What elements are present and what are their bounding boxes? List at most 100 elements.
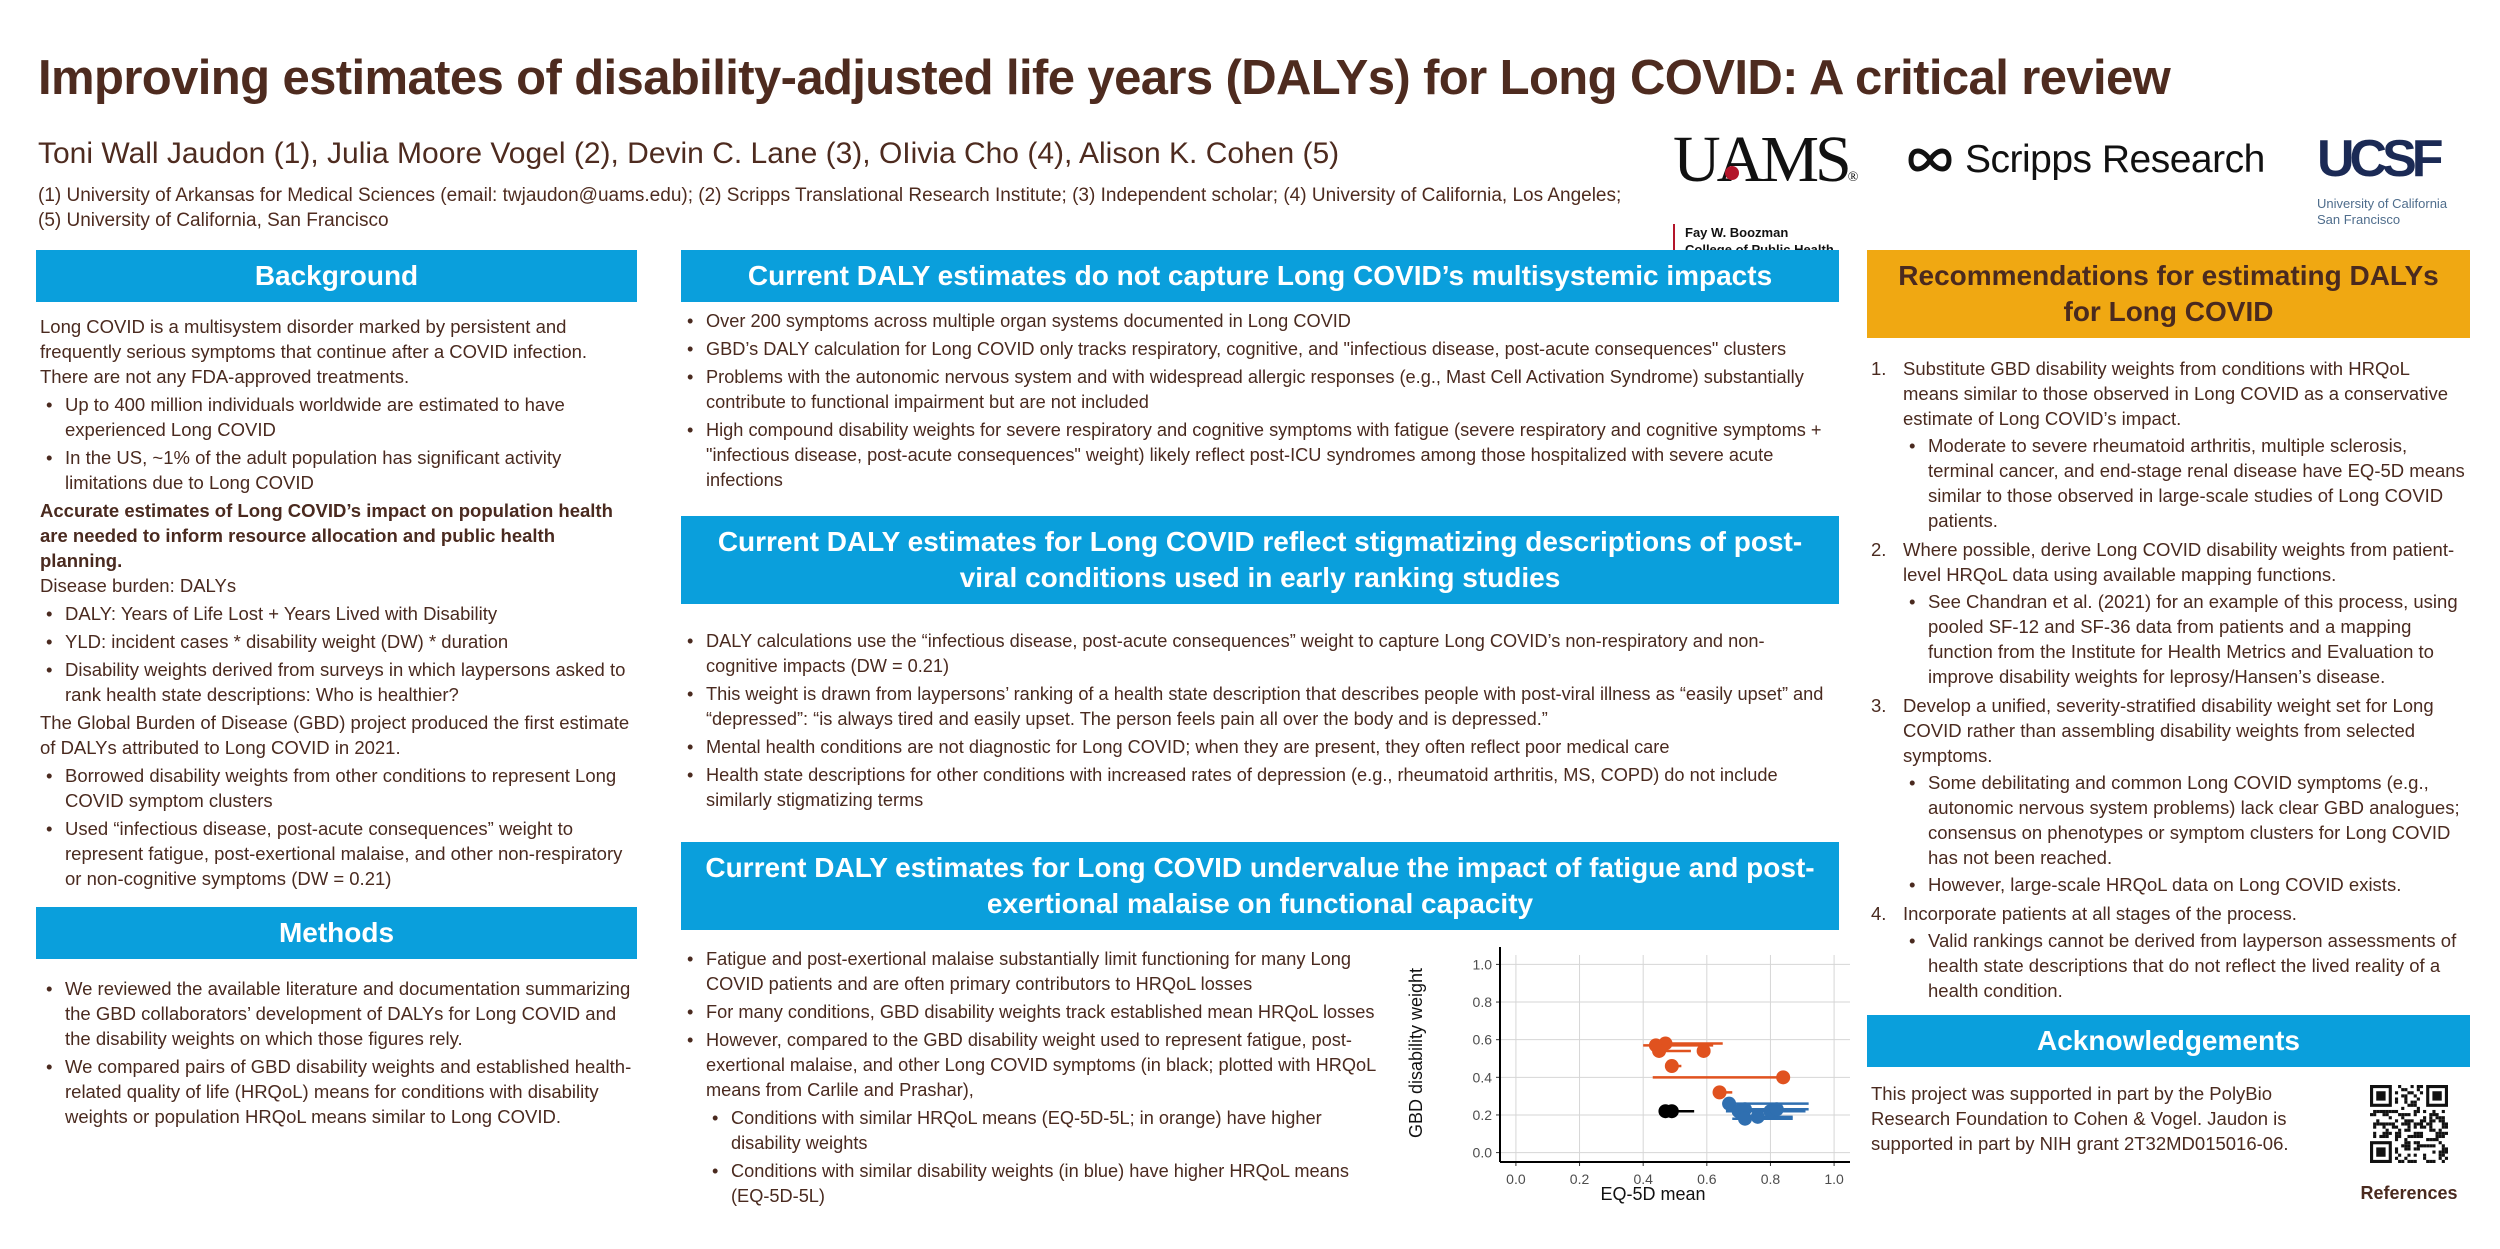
chart-marks: [1643, 1036, 1809, 1126]
list-item: Over 200 symptoms across multiple organ …: [681, 309, 1835, 334]
qr-module: [2404, 1147, 2408, 1151]
uams-dot-icon: [1725, 166, 1739, 180]
qr-module: [2373, 1113, 2377, 1117]
qr-module: [2373, 1134, 2377, 1139]
affiliations: (1) University of Arkansas for Medical S…: [38, 185, 1622, 231]
qr-module: [2410, 1103, 2414, 1107]
qr-module: [2413, 1094, 2417, 1098]
y-tick-label: 0.0: [1473, 1145, 1493, 1161]
ucsf-logo: UCSF University of California San Franci…: [2317, 130, 2447, 228]
qr-module: [2388, 1131, 2392, 1135]
qr-module: [2394, 1109, 2399, 1114]
data-point: [1750, 1109, 1765, 1124]
qr-module: [2410, 1085, 2414, 1089]
acknowledgements-heading: Acknowledgements: [1867, 1015, 2470, 1067]
qr-module: [2429, 1125, 2433, 1129]
qr-module: [2441, 1131, 2445, 1135]
qr-module: [2404, 1141, 2408, 1145]
data-point: [1664, 1059, 1679, 1074]
qr-module: [2419, 1134, 2424, 1139]
qr-module: [2394, 1125, 2399, 1129]
left-column: Background Long COVID is a multisystem d…: [36, 250, 637, 1132]
qr-module: [2416, 1147, 2420, 1151]
stigmatizing-bullets: DALY calculations use the “infectious di…: [681, 629, 1835, 813]
qr-module: [2441, 1147, 2445, 1151]
qr-module: [2423, 1119, 2427, 1123]
qr-module: [2404, 1119, 2408, 1123]
qr-module: [2410, 1100, 2414, 1104]
list-item: Fatigue and post-exertional malaise subs…: [681, 947, 1391, 997]
qr-module: [2444, 1131, 2448, 1135]
qr-module: [2429, 1128, 2433, 1132]
qr-module: [2376, 1109, 2380, 1114]
qr-module: [2385, 1109, 2389, 1114]
qr-module: [2407, 1091, 2411, 1095]
qr-module: [2438, 1150, 2442, 1154]
uams-logo: UAMS® Fay W. Boozman College of Public H…: [1673, 127, 1858, 258]
qr-module: [2435, 1138, 2439, 1142]
qr-module: [2407, 1147, 2411, 1151]
recommendation-item: 1. Substitute GBD disability weights fro…: [1871, 356, 2466, 533]
data-point: [1769, 1102, 1784, 1117]
qr-module: [2413, 1147, 2417, 1151]
poster-title: Improving estimates of disability-adjust…: [38, 51, 2171, 105]
qr-module: [2423, 1153, 2427, 1157]
qr-module: [2413, 1159, 2417, 1163]
qr-module: [2438, 1153, 2442, 1157]
x-tick-label: 0.6: [1697, 1171, 1717, 1187]
multisystemic-heading: Current DALY estimates do not capture Lo…: [681, 250, 1839, 302]
qr-module: [2426, 1138, 2430, 1142]
qr-module: [2373, 1131, 2377, 1135]
list-item: Problems with the autonomic nervous syst…: [681, 365, 1835, 415]
item-number: 1.: [1871, 358, 1887, 379]
qr-module: [2404, 1138, 2408, 1142]
y-tick-label: 0.6: [1473, 1032, 1493, 1048]
qr-module: [2394, 1097, 2399, 1101]
qr-module: [2376, 1147, 2386, 1157]
qr-module: [2429, 1116, 2433, 1120]
x-axis-label: EQ-5D mean: [1600, 1184, 1705, 1204]
qr-module: [2441, 1119, 2445, 1123]
qr-module: [2413, 1131, 2417, 1135]
qr-module: [2419, 1131, 2424, 1135]
qr-module: [2394, 1119, 2399, 1123]
qr-module: [2401, 1144, 2405, 1148]
references-link[interactable]: References: [2360, 1183, 2458, 1203]
qr-module: [2398, 1085, 2402, 1089]
qr-module: [2388, 1122, 2392, 1126]
methods-section: Methods We reviewed the available litera…: [36, 907, 637, 1129]
item-number: 3.: [1871, 695, 1887, 716]
stigmatizing-section: Current DALY estimates for Long COVID re…: [681, 516, 1839, 842]
qr-module: [2401, 1088, 2405, 1092]
qr-module: [2413, 1125, 2417, 1129]
qr-module: [2398, 1153, 2402, 1157]
qr-module: [2407, 1159, 2411, 1163]
qr-module: [2444, 1125, 2448, 1129]
qr-module: [2407, 1103, 2411, 1107]
qr-module: [2382, 1125, 2386, 1129]
registered-mark: ®: [1847, 170, 1859, 185]
background-heading: Background: [36, 250, 637, 302]
y-tick-label: 0.4: [1473, 1069, 1493, 1085]
qr-code-icon[interactable]: [2370, 1085, 2448, 1163]
qr-module: [2394, 1131, 2399, 1135]
qr-module: [2382, 1113, 2386, 1117]
fatigue-heading: Current DALY estimates for Long COVID un…: [681, 842, 1839, 930]
qr-module: [2382, 1134, 2386, 1139]
qr-module: [2416, 1134, 2420, 1139]
qr-module: [2370, 1113, 2374, 1117]
qr-module: [2373, 1122, 2377, 1126]
data-point: [1722, 1096, 1737, 1111]
qr-module: [2423, 1156, 2427, 1160]
x-tick-label: 1.0: [1824, 1171, 1844, 1187]
right-column: Recommendations for estimating DALYs for…: [1867, 250, 2470, 1204]
qr-module: [2385, 1134, 2389, 1139]
list-item: Up to 400 million individuals worldwide …: [40, 392, 633, 442]
acknowledgements-section: Acknowledgements This project was suppor…: [1867, 1015, 2470, 1204]
qr-module: [2432, 1109, 2436, 1114]
qr-module: [2394, 1147, 2399, 1151]
qr-module: [2426, 1159, 2430, 1163]
multisystemic-section: Current DALY estimates do not capture Lo…: [681, 250, 1839, 516]
fatigue-bullets: Fatigue and post-exertional malaise subs…: [681, 947, 1391, 1209]
data-point: [1712, 1085, 1727, 1100]
